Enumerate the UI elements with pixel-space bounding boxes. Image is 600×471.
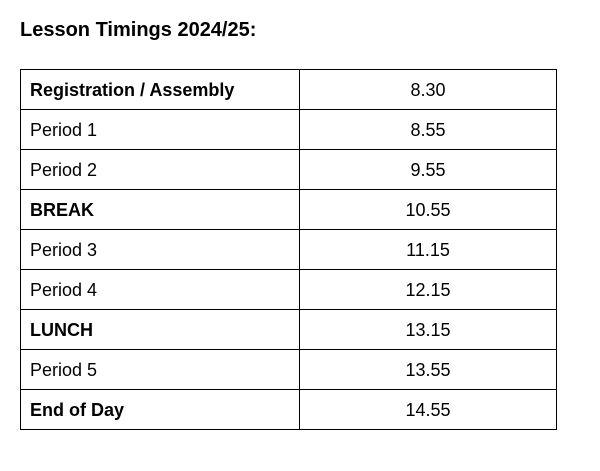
table-row: Period 3 11.15 [20, 229, 557, 270]
row-label: LUNCH [20, 309, 300, 350]
row-time: 9.55 [299, 149, 557, 190]
lesson-timings-body: Registration / Assembly 8.30 Period 1 8.… [20, 69, 557, 430]
table-row: Period 5 13.55 [20, 349, 557, 390]
row-label: End of Day [20, 389, 300, 430]
row-label: BREAK [20, 189, 300, 230]
table-row: Registration / Assembly 8.30 [20, 69, 557, 110]
row-time: 14.55 [299, 389, 557, 430]
row-label: Period 5 [20, 349, 300, 390]
row-time: 11.15 [299, 229, 557, 270]
table-row: LUNCH 13.15 [20, 309, 557, 350]
row-time: 12.15 [299, 269, 557, 310]
row-label: Period 1 [20, 109, 300, 150]
row-label: Period 4 [20, 269, 300, 310]
row-time: 8.30 [299, 69, 557, 110]
table-row: BREAK 10.55 [20, 189, 557, 230]
row-time: 10.55 [299, 189, 557, 230]
page-title: Lesson Timings 2024/25: [20, 19, 257, 41]
lesson-timings-table: Registration / Assembly 8.30 Period 1 8.… [20, 69, 557, 430]
row-time: 13.55 [299, 349, 557, 390]
table-row: End of Day 14.55 [20, 389, 557, 430]
table-row: Period 4 12.15 [20, 269, 557, 310]
row-time: 8.55 [299, 109, 557, 150]
table-row: Period 1 8.55 [20, 109, 557, 150]
row-label: Period 2 [20, 149, 300, 190]
table-row: Period 2 9.55 [20, 149, 557, 190]
row-label: Period 3 [20, 229, 300, 270]
row-time: 13.15 [299, 309, 557, 350]
row-label: Registration / Assembly [20, 69, 300, 110]
